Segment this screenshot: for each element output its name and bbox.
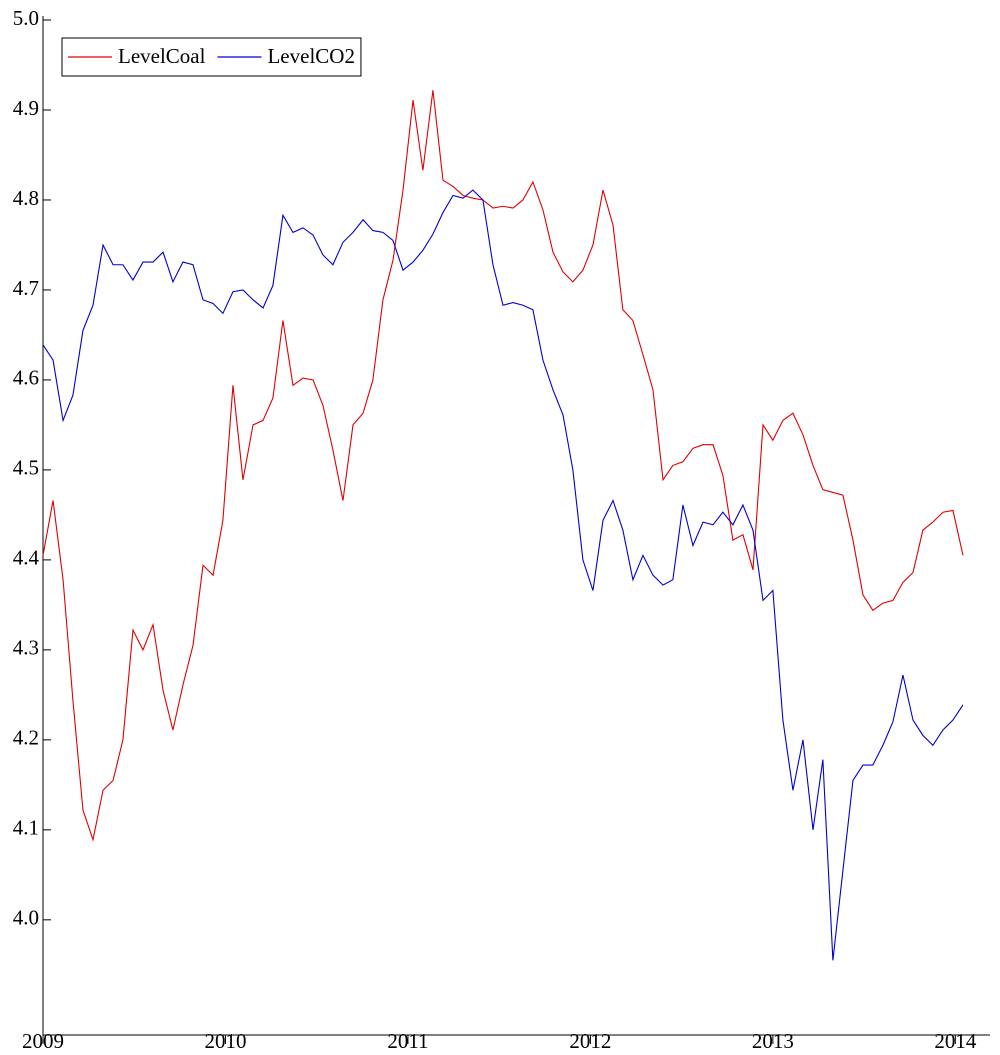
y-tick-label: 4.0 bbox=[13, 906, 39, 930]
y-tick-label: 4.1 bbox=[13, 816, 39, 840]
y-tick-label: 5.0 bbox=[13, 6, 39, 30]
series-line bbox=[42, 189, 964, 961]
y-tick-label: 4.9 bbox=[13, 96, 39, 120]
x-tick-label: 2014 bbox=[934, 1029, 977, 1053]
x-tick-label: 2009 bbox=[22, 1029, 64, 1053]
x-tick-label: 2013 bbox=[752, 1029, 794, 1053]
legend: LevelCoal LevelCO2 bbox=[61, 37, 362, 77]
y-tick-label: 4.8 bbox=[13, 186, 39, 210]
legend-label: LevelCoal bbox=[118, 44, 206, 68]
y-tick-label: 4.4 bbox=[13, 546, 40, 570]
series-line bbox=[42, 90, 964, 842]
y-tick-label: 4.3 bbox=[13, 636, 39, 660]
y-tick-label: 4.7 bbox=[13, 276, 39, 300]
y-tick-label: 4.2 bbox=[13, 726, 39, 750]
x-tick-label: 2010 bbox=[204, 1029, 246, 1053]
x-tick-label: 2012 bbox=[569, 1029, 611, 1053]
x-tick-label: 2011 bbox=[387, 1029, 428, 1053]
y-tick-label: 4.6 bbox=[13, 366, 39, 390]
y-tick-label: 4.5 bbox=[13, 456, 39, 480]
legend-label: LevelCO2 bbox=[267, 44, 354, 68]
